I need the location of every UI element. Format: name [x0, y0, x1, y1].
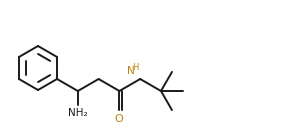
Text: H: H [133, 63, 139, 72]
Text: N: N [127, 66, 135, 76]
Text: NH₂: NH₂ [68, 108, 88, 118]
Text: O: O [114, 114, 123, 124]
